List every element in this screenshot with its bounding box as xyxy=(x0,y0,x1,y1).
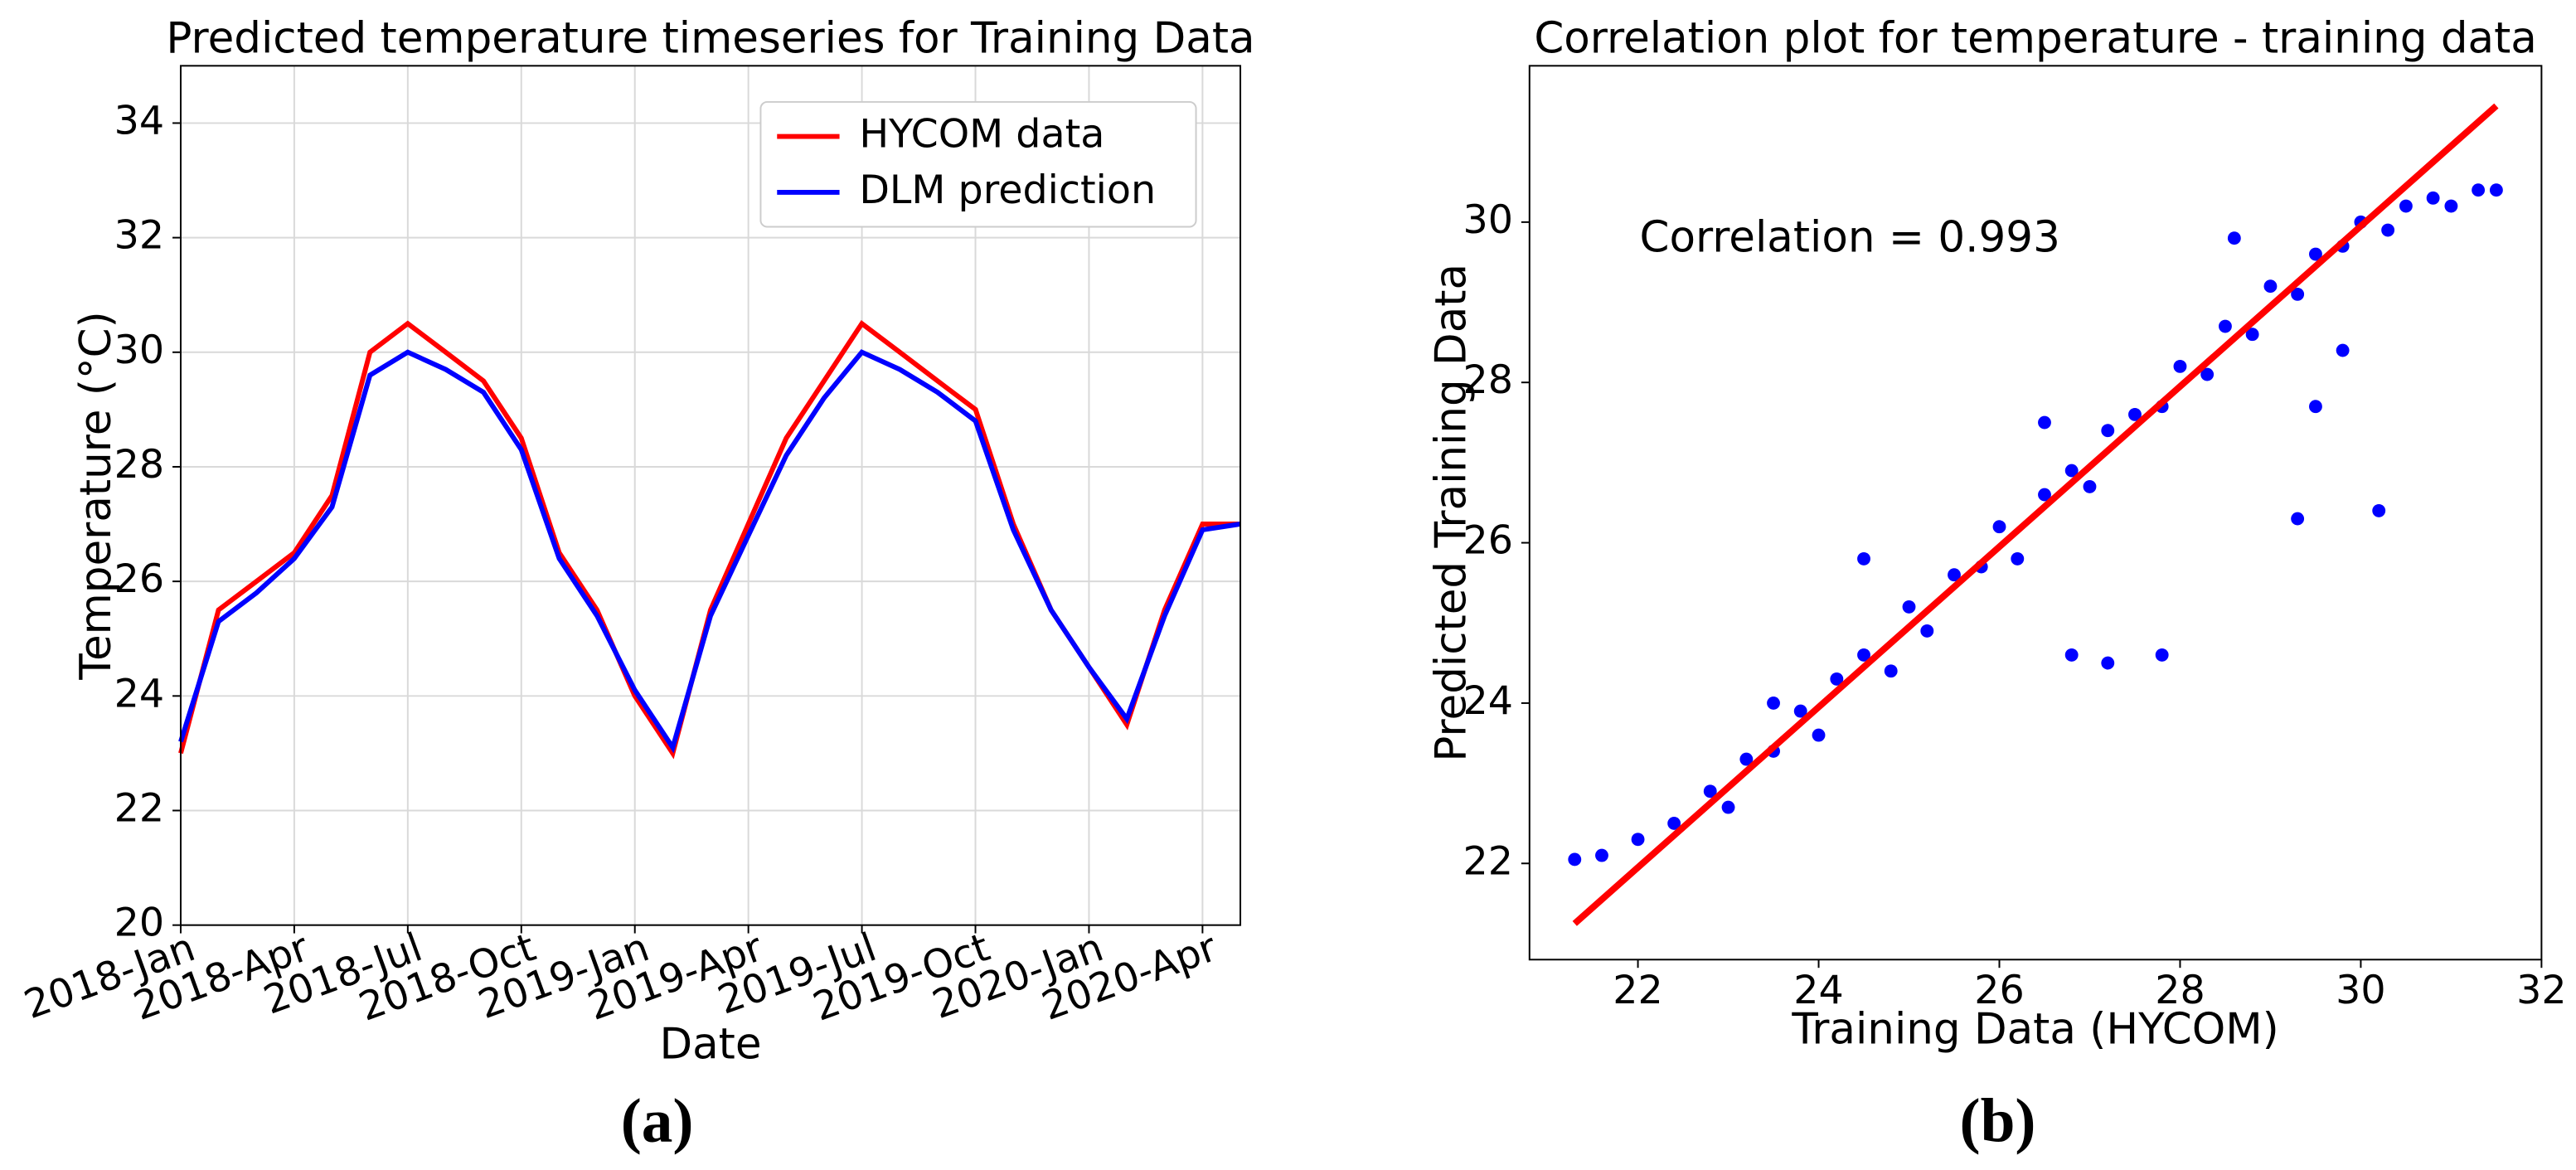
x-tick-label: 24 xyxy=(1793,968,1844,1013)
scatter-point xyxy=(2336,343,2350,357)
scatter-point xyxy=(1830,672,1844,686)
x-axis-label: Date xyxy=(659,1019,761,1069)
series-line xyxy=(178,349,1241,754)
scatter-point xyxy=(1948,568,1961,582)
scatter-point xyxy=(2489,183,2503,197)
scatter-point xyxy=(2128,407,2142,421)
scatter-point xyxy=(1857,551,1870,566)
chart-title: Correlation plot for temperature - train… xyxy=(1534,14,2537,64)
y-tick-label: 26 xyxy=(1463,518,1513,564)
y-tick-label: 30 xyxy=(1463,197,1513,243)
y-tick-label: 28 xyxy=(1463,357,1513,403)
plot-frame xyxy=(179,65,1242,926)
scatter-point xyxy=(2472,183,2486,197)
y-tick-label: 22 xyxy=(1463,838,1513,884)
scatter-point xyxy=(1902,600,1916,614)
x-tick-label: 28 xyxy=(2155,968,2205,1013)
scatter-point xyxy=(1884,664,1898,678)
scatter-point xyxy=(2173,359,2187,373)
scatter-point xyxy=(1793,704,1807,718)
x-tick-label: 22 xyxy=(1613,968,1663,1013)
scatter-point xyxy=(2309,400,2322,414)
scatter-point xyxy=(2245,328,2259,342)
scatter-point xyxy=(2309,247,2322,261)
scatter-point xyxy=(2038,415,2051,430)
scatter-point xyxy=(2219,319,2232,333)
scatter-point xyxy=(1667,817,1681,830)
scatter-point xyxy=(2200,367,2215,381)
y-tick-label: 24 xyxy=(1463,678,1513,724)
scatter-point xyxy=(2227,231,2241,245)
scatter-point xyxy=(1631,833,1645,847)
fit-line xyxy=(1572,103,2499,926)
x-axis-label: Training Data (HYCOM) xyxy=(1791,1004,2278,1054)
plot-frame xyxy=(1528,65,2543,961)
scatter-point xyxy=(1568,852,1582,867)
scatter-point xyxy=(2038,488,2051,502)
scatter-point xyxy=(2426,191,2440,205)
y-tick-label: 32 xyxy=(114,213,165,259)
scatter-point xyxy=(2444,199,2458,213)
scatter-point xyxy=(1992,520,2006,534)
y-tick-label: 34 xyxy=(114,98,165,143)
scatter-point xyxy=(2064,464,2079,478)
y-axis-label: Predicted Training Data xyxy=(1427,264,1477,762)
caption: (a) xyxy=(621,1087,694,1156)
scatter-point xyxy=(2155,648,2169,662)
chart-title: Predicted temperature timeseries for Tra… xyxy=(166,14,1254,64)
x-tick-label: 32 xyxy=(2516,968,2567,1013)
scatter-point xyxy=(2291,287,2305,301)
x-tick-label: 30 xyxy=(2336,968,2386,1013)
scatter-point xyxy=(2101,656,2115,670)
scatter-point xyxy=(1857,648,1870,662)
scatter-point xyxy=(2372,503,2386,517)
scatter-point xyxy=(1721,800,1735,814)
scatter-point xyxy=(1920,624,1934,638)
legend-label: DLM prediction xyxy=(859,167,1156,213)
scatter-point xyxy=(2263,279,2278,294)
annotation: Correlation = 0.993 xyxy=(1640,212,2060,262)
scatter-point xyxy=(2291,512,2305,526)
scatter-point xyxy=(2011,551,2025,566)
scatter-point xyxy=(1812,728,1826,742)
legend-box xyxy=(759,100,1197,228)
x-tick-label: 26 xyxy=(1974,968,2025,1013)
scatter-point xyxy=(2101,424,2115,438)
scatter-point xyxy=(2381,223,2395,237)
y-tick-label: 20 xyxy=(114,901,165,946)
legend-label: HYCOM data xyxy=(859,112,1104,158)
y-tick-label: 30 xyxy=(114,328,165,373)
caption: (b) xyxy=(1960,1087,2036,1156)
scatter-point xyxy=(2064,648,2079,662)
series-line xyxy=(178,319,1241,760)
y-tick-label: 28 xyxy=(114,442,165,488)
scatter-point xyxy=(1739,752,1754,766)
scatter-point xyxy=(2399,199,2413,213)
scatter-point xyxy=(1767,696,1780,710)
y-tick-label: 26 xyxy=(114,556,165,602)
y-tick-label: 22 xyxy=(114,785,165,831)
scatter-point xyxy=(1595,848,1608,862)
scatter-point xyxy=(2083,479,2097,493)
y-axis-label: Temperature (°C) xyxy=(71,311,121,680)
y-tick-label: 24 xyxy=(114,671,165,716)
scatter-point xyxy=(1703,784,1717,799)
